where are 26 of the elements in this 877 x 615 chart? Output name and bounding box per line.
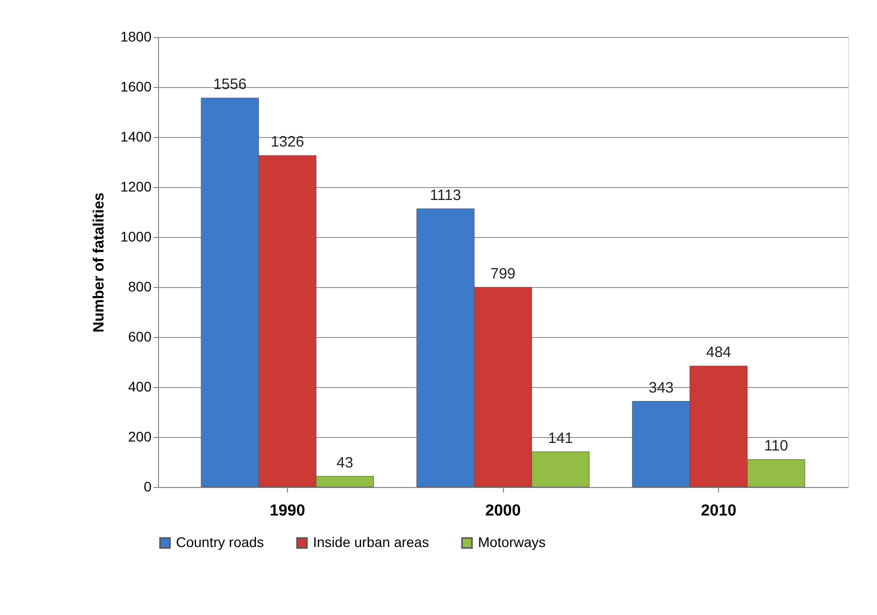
y-axis-title: Number of fatalities	[90, 192, 108, 333]
x-tick-label: 2010	[700, 502, 737, 520]
y-tick-label: 600	[128, 328, 152, 344]
data-label: 141	[548, 430, 574, 447]
legend-label: Country roads	[176, 534, 264, 550]
y-tick-label: 200	[128, 428, 152, 444]
data-label: 1113	[430, 186, 462, 204]
y-tick-label: 0	[144, 478, 152, 494]
data-label: 343	[648, 379, 674, 396]
y-tick-label: 1400	[120, 128, 152, 144]
data-label: 43	[336, 454, 354, 472]
legend-label: Motorways	[478, 534, 546, 550]
data-label: 1556	[213, 76, 247, 93]
data-label: 1326	[270, 134, 304, 150]
y-tick-label: 1600	[120, 78, 152, 94]
y-tick-label: 1800	[120, 28, 152, 44]
data-label: 110	[764, 438, 788, 454]
data-label: 484	[706, 344, 732, 361]
x-tick-label: 1990	[270, 502, 306, 520]
x-tick-label: 2000	[485, 502, 521, 520]
y-tick-label: 1000	[120, 228, 152, 244]
data-label: 799	[490, 265, 516, 282]
y-tick-label: 1200	[120, 178, 152, 194]
legend-label: Inside urban areas	[313, 534, 429, 550]
y-tick-label: 400	[128, 378, 152, 394]
y-tick-label: 800	[128, 278, 152, 294]
